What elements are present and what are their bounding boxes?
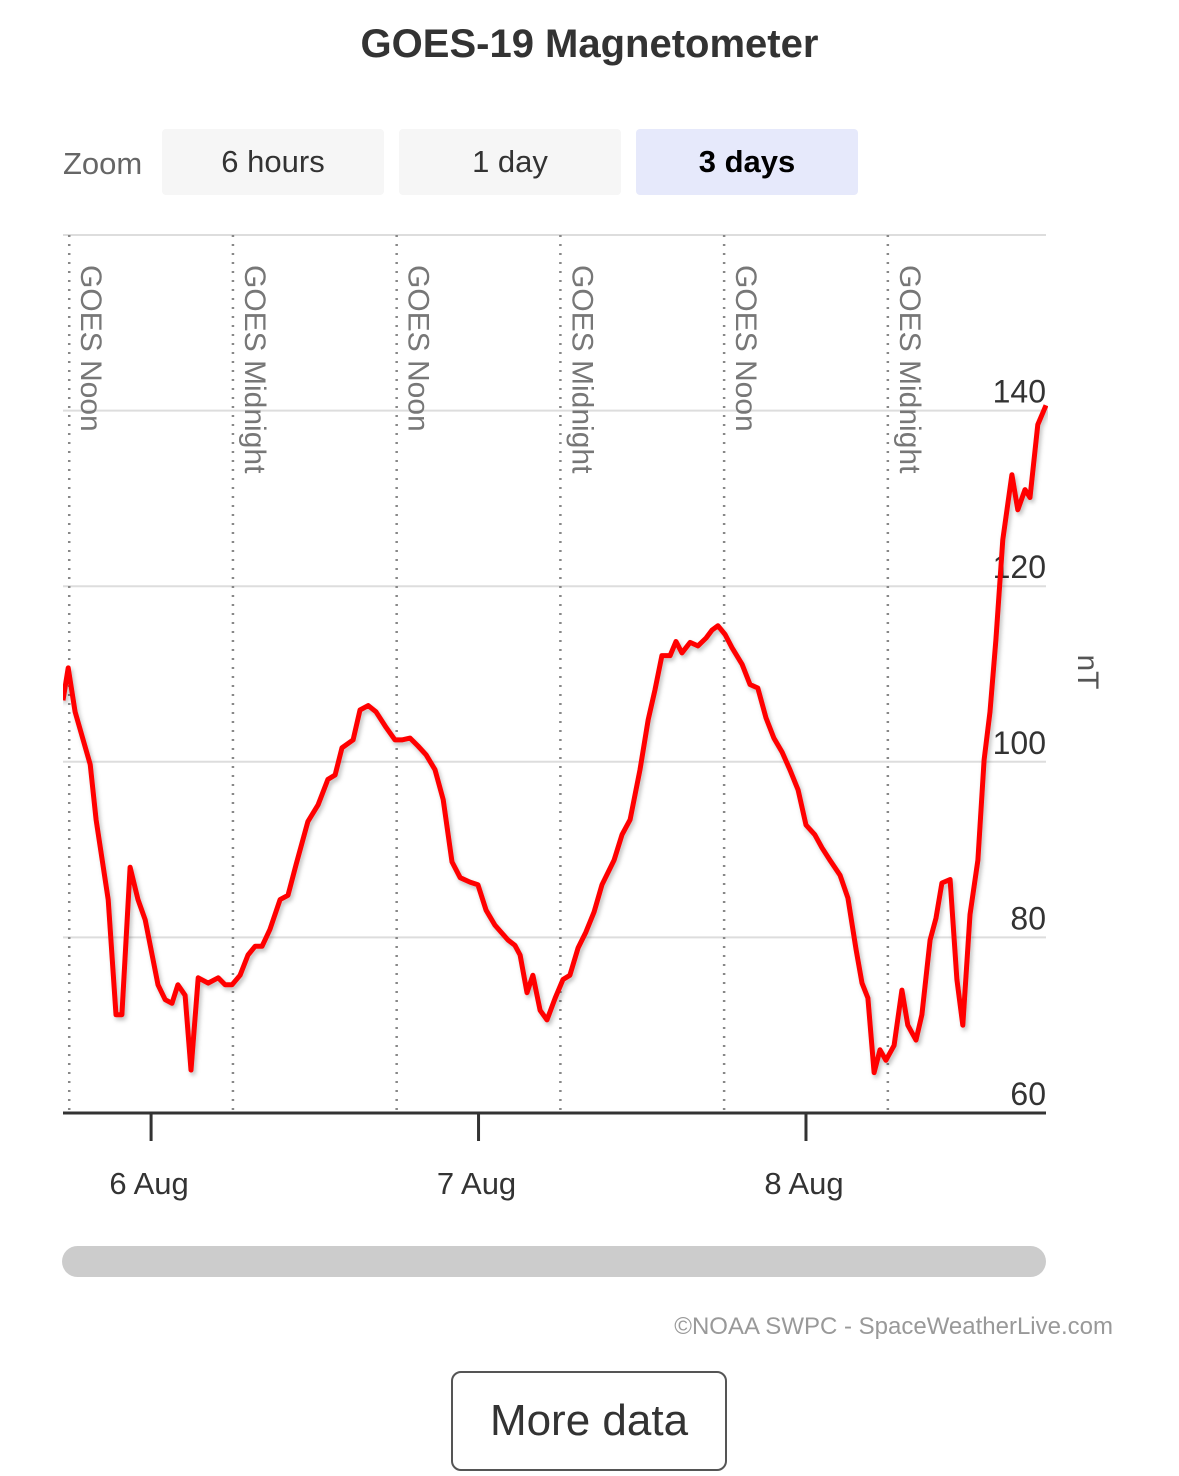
chart-title: GOES-19 Magnetometer	[360, 22, 819, 66]
y-tick-label: 80	[1010, 900, 1046, 936]
data-line	[63, 404, 1048, 1076]
plot-area	[63, 404, 1048, 1076]
zoom-button[interactable]: 3 days	[636, 129, 858, 195]
zoom-label: Zoom	[63, 146, 143, 181]
y-tick-label: 140	[993, 374, 1046, 410]
y-tick-label: 60	[1010, 1076, 1046, 1112]
annotation-label: GOES Midnight	[893, 265, 926, 474]
zoom-button[interactable]: 1 day	[399, 129, 621, 195]
x-tick-label: 6 Aug	[109, 1166, 188, 1201]
annotation-label: GOES Noon	[74, 265, 107, 432]
more-data-button[interactable]: More data	[451, 1371, 727, 1471]
credit: ©NOAA SWPC - SpaceWeatherLive.com	[674, 1313, 1113, 1340]
x-tick-label: 7 Aug	[437, 1166, 516, 1201]
annotation-label: GOES Noon	[402, 265, 435, 432]
annotation-label: GOES Midnight	[565, 265, 598, 474]
y-axis-label: nT	[1071, 654, 1104, 689]
annotation-label: GOES Midnight	[238, 265, 271, 474]
annotation-label: GOES Noon	[729, 265, 762, 432]
y-tick-label: 100	[993, 725, 1046, 761]
x-tick-label: 8 Aug	[764, 1166, 843, 1201]
scrollbar[interactable]	[62, 1246, 1046, 1277]
zoom-button[interactable]: 6 hours	[162, 129, 384, 195]
